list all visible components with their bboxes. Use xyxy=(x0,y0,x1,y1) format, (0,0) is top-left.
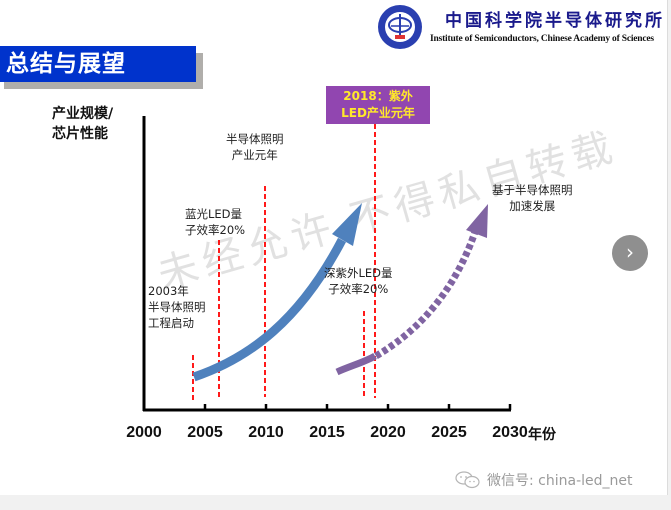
next-slide-button[interactable]: › xyxy=(612,235,648,271)
annotation-future: 基于半导体照明 加速发展 xyxy=(492,182,573,214)
x-tick-2010: 2010 xyxy=(248,424,284,441)
annotation-2003-line3: 工程启动 xyxy=(148,316,194,330)
annotation-2003-line2: 半导体照明 xyxy=(148,300,206,314)
y-axis-label-line2: 芯片性能 xyxy=(52,126,108,142)
annotation-lighting-year-line1: 半导体照明 xyxy=(226,132,284,146)
institute-header: 中国科学院半导体研究所 Institute of Semiconductors,… xyxy=(375,2,667,49)
wechat-icon xyxy=(455,471,480,489)
x-tick-2030: 2030 xyxy=(492,424,528,441)
x-tick-2020: 2020 xyxy=(370,424,406,441)
uv-led-year-badge: 2018：紫外 LED产业元年 xyxy=(326,86,430,124)
slide: 中国科学院半导体研究所 Institute of Semiconductors,… xyxy=(0,0,668,495)
milestone-lines xyxy=(192,100,376,400)
chart-plot xyxy=(142,100,512,412)
annotation-duv-led-line1: 深紫外LED量 xyxy=(324,266,393,280)
y-axis-label: 产业规模/ 芯片性能 xyxy=(52,104,113,144)
annotation-duv-led: 深紫外LED量 子效率20% xyxy=(324,265,393,297)
annotation-lighting-year: 半导体照明 产业元年 xyxy=(226,131,284,163)
wechat-footer: 微信号: china-led_net xyxy=(455,470,633,490)
annotation-future-line1: 基于半导体照明 xyxy=(492,183,573,197)
x-tick-2025: 2025 xyxy=(431,424,467,441)
annotation-blue-led: 蓝光LED量 子效率20% xyxy=(185,206,245,238)
x-tick-2005: 2005 xyxy=(187,424,223,441)
blue-growth-arrow xyxy=(192,203,362,382)
axes xyxy=(142,116,512,412)
purple-growth-arrow xyxy=(335,204,488,376)
x-axis-unit: 年份 xyxy=(528,427,556,443)
annotation-2003-line1: 2003年 xyxy=(148,284,189,298)
chevron-right-icon: › xyxy=(626,240,634,264)
wechat-id: 微信号: china-led_net xyxy=(487,473,633,489)
annotation-lighting-year-line2: 产业元年 xyxy=(231,148,278,162)
annotation-blue-led-line1: 蓝光LED量 xyxy=(185,207,243,221)
badge-line2: LED产业元年 xyxy=(341,106,415,120)
bottom-strip xyxy=(0,495,671,510)
annotation-future-line2: 加速发展 xyxy=(509,199,556,213)
x-tick-2000: 2000 xyxy=(126,424,162,441)
annotation-2003: 2003年 半导体照明 工程启动 xyxy=(148,283,206,331)
org-name-en: Institute of Semiconductors, Chinese Aca… xyxy=(430,34,654,44)
org-name-cn: 中国科学院半导体研究所 xyxy=(445,11,665,30)
badge-line1: 2018：紫外 xyxy=(343,89,413,103)
annotation-blue-led-line2: 子效率20% xyxy=(185,223,246,237)
y-axis-label-line1: 产业规模/ xyxy=(52,106,114,122)
annotation-duv-led-line2: 子效率20% xyxy=(328,282,389,296)
x-tick-2015: 2015 xyxy=(309,424,345,441)
slide-title: 总结与展望 xyxy=(0,46,196,82)
institute-seal-icon xyxy=(378,5,422,49)
